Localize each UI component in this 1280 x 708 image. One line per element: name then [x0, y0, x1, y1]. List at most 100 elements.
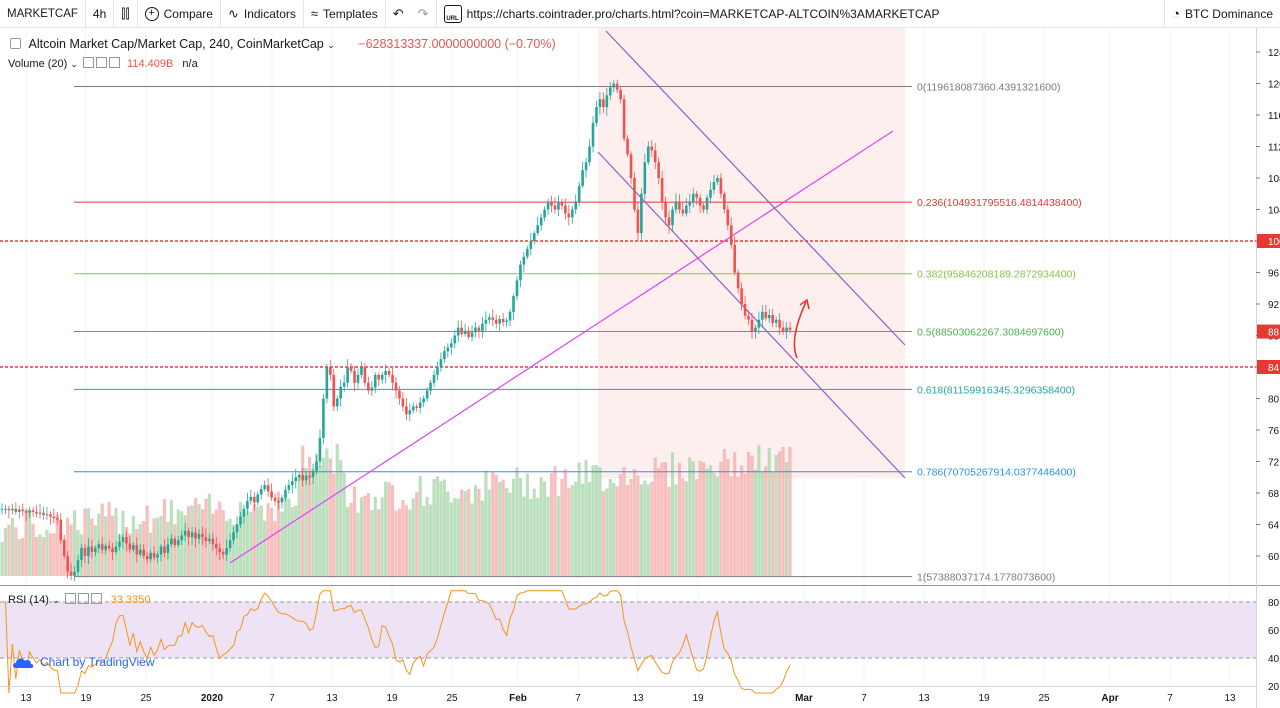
candle-body	[304, 475, 308, 481]
candle-body	[488, 317, 491, 320]
time-tick-label: 25	[1038, 693, 1050, 704]
volume-bar	[688, 457, 692, 576]
candle-body	[429, 382, 432, 391]
volume-bar	[45, 529, 49, 576]
candle-body	[166, 544, 170, 553]
volume-bar	[691, 461, 695, 576]
candle-body	[774, 319, 778, 323]
volume-bar	[567, 487, 571, 576]
compare-button[interactable]: + Compare	[138, 0, 221, 28]
candle-body	[615, 83, 619, 90]
time-tick-label: 19	[386, 693, 398, 704]
btc-dominance-button[interactable]: ◔ BTC Dominance	[1164, 0, 1280, 28]
volume-bar	[612, 483, 616, 576]
channel-upper-line[interactable]	[605, 30, 906, 346]
volume-bar	[757, 445, 761, 576]
candle-body	[702, 205, 705, 210]
candle-body	[546, 201, 550, 210]
candle-body	[208, 538, 211, 542]
volume-bar	[307, 457, 312, 576]
gear-icon[interactable]	[95, 57, 107, 68]
volume-bar	[439, 481, 443, 576]
channel-lower-line[interactable]	[597, 151, 906, 479]
templates-button[interactable]: ≈ Templates	[304, 0, 386, 28]
candle-body	[69, 571, 73, 576]
cloud-icon	[13, 658, 34, 668]
volume-extra: n/a	[182, 58, 198, 70]
volume-bar	[418, 476, 422, 576]
candle-body	[754, 327, 757, 332]
undo-button[interactable]: ↶	[386, 0, 411, 28]
candle-body	[45, 514, 49, 516]
candle-body	[685, 205, 688, 214]
indicators-button[interactable]: ∿ Indicators	[221, 0, 304, 28]
fibonacci-retracement	[74, 86, 912, 578]
candle-body	[595, 107, 598, 123]
candle-body	[187, 530, 190, 538]
volume-bar	[401, 500, 405, 576]
candle-body	[605, 95, 609, 108]
eye-icon[interactable]	[82, 57, 94, 68]
volume-bar	[653, 457, 657, 576]
candle-body	[394, 382, 398, 391]
tradingview-branding[interactable]: Chart by TradingView	[12, 655, 155, 669]
price-badge-label: 88	[1268, 328, 1280, 339]
volume-bar	[346, 506, 350, 576]
candle-body	[723, 193, 726, 210]
volume-bar	[69, 524, 73, 576]
candle-body	[301, 474, 304, 481]
candle-body	[449, 343, 453, 348]
candle-body	[218, 548, 222, 553]
candle-body	[377, 374, 381, 380]
candle-body	[225, 548, 228, 555]
candle-body	[736, 272, 740, 289]
time-tick-label: 7	[861, 693, 867, 704]
url-area[interactable]: URL https://charts.cointrader.pro/charts…	[437, 0, 1165, 28]
volume-bar	[48, 533, 52, 576]
eye-icon[interactable]	[64, 593, 76, 604]
candle-body	[698, 197, 702, 206]
candle-body	[640, 193, 643, 234]
candle-body	[194, 532, 197, 539]
candle-body	[501, 318, 505, 323]
price-tick-label: 60	[1268, 552, 1280, 563]
candle-body	[491, 317, 495, 320]
chevron-down-icon[interactable]: ⌄	[327, 40, 335, 50]
fib-level-label: 0(119618087360.4391321600)	[917, 82, 1060, 94]
candle-body	[695, 193, 698, 198]
volume-bar	[708, 465, 713, 576]
gear-icon[interactable]	[77, 593, 89, 604]
volume-bar	[743, 473, 747, 576]
interval-button[interactable]: 4h	[86, 0, 115, 28]
candle-body	[418, 402, 422, 408]
close-icon[interactable]	[108, 57, 120, 68]
price-chart[interactable]: 0(119618087360.4391321600) 0.236(10493179…	[0, 28, 1280, 708]
arrow-annotation[interactable]	[793, 301, 807, 359]
symbol-search[interactable]: MARKETCAF	[0, 0, 86, 28]
volume-bar	[463, 491, 467, 576]
volume-bar	[726, 458, 730, 576]
candle-body	[405, 406, 408, 415]
candle-body	[574, 201, 578, 210]
chevron-down-icon[interactable]: ⌄	[70, 59, 78, 69]
candle-body	[4, 508, 7, 510]
chart-type-button[interactable]: ⫿⫿	[114, 0, 138, 28]
chevron-down-icon[interactable]: ⌄	[52, 595, 60, 605]
candle-body	[107, 545, 111, 549]
candle-body	[24, 511, 28, 513]
rsi-axis: 80.0 60.0 40.0 20.0	[1268, 598, 1280, 693]
redo-button[interactable]: ↷	[411, 0, 437, 28]
collapse-icon[interactable]	[10, 38, 21, 49]
candle-body	[532, 233, 536, 241]
volume-bar	[428, 504, 433, 576]
candle-body	[66, 556, 69, 572]
candle-body	[329, 367, 332, 375]
trend-line[interactable]	[229, 130, 894, 564]
volume-bar	[677, 462, 682, 576]
candle-body	[709, 189, 712, 198]
candle-body	[761, 311, 764, 320]
close-icon[interactable]	[90, 593, 102, 604]
candle-body	[636, 209, 640, 234]
volume-bar	[287, 498, 291, 576]
candle-body	[190, 532, 194, 538]
